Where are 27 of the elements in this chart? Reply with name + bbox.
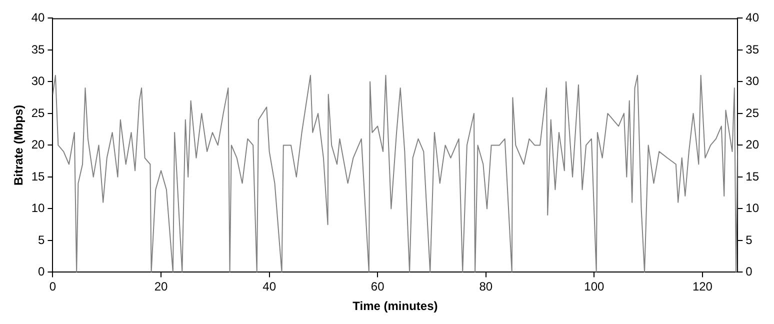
y2-tick-label: 30 (746, 74, 760, 88)
x-tick-label: 120 (692, 280, 713, 294)
x-tick-label: 60 (370, 280, 385, 294)
y2-tick-label: 25 (746, 106, 760, 120)
y2-tick-label: 15 (746, 169, 760, 184)
x-tick-label: 20 (154, 280, 168, 294)
y-axis-title: Bitrate (Mbps) (12, 104, 26, 186)
x-tick-label: 100 (584, 280, 605, 294)
y-tick-label: 25 (31, 106, 46, 120)
x-tick-label: 0 (49, 280, 56, 294)
y-tick-label: 0 (38, 264, 46, 279)
y-tick-label: 40 (31, 10, 46, 25)
y2-tick-label: 35 (746, 42, 760, 56)
y2-tick-label: 20 (746, 138, 760, 152)
y2-tick-label: 5 (746, 232, 753, 247)
y-tick-label: 15 (31, 169, 46, 184)
y-tick-label: 20 (31, 138, 46, 152)
y-tick-label: 35 (31, 42, 46, 56)
x-tick-label: 80 (479, 280, 493, 294)
y-tick-label: 30 (31, 74, 46, 88)
y2-tick-label: 40 (746, 10, 760, 25)
x-axis-title: Time (minutes) (352, 299, 438, 314)
y-tick-label: 5 (38, 232, 46, 247)
x-tick-label: 40 (262, 280, 276, 294)
y-tick-label: 10 (31, 201, 46, 216)
y2-tick-label: 10 (746, 201, 760, 216)
y2-tick-label: 0 (746, 264, 753, 279)
